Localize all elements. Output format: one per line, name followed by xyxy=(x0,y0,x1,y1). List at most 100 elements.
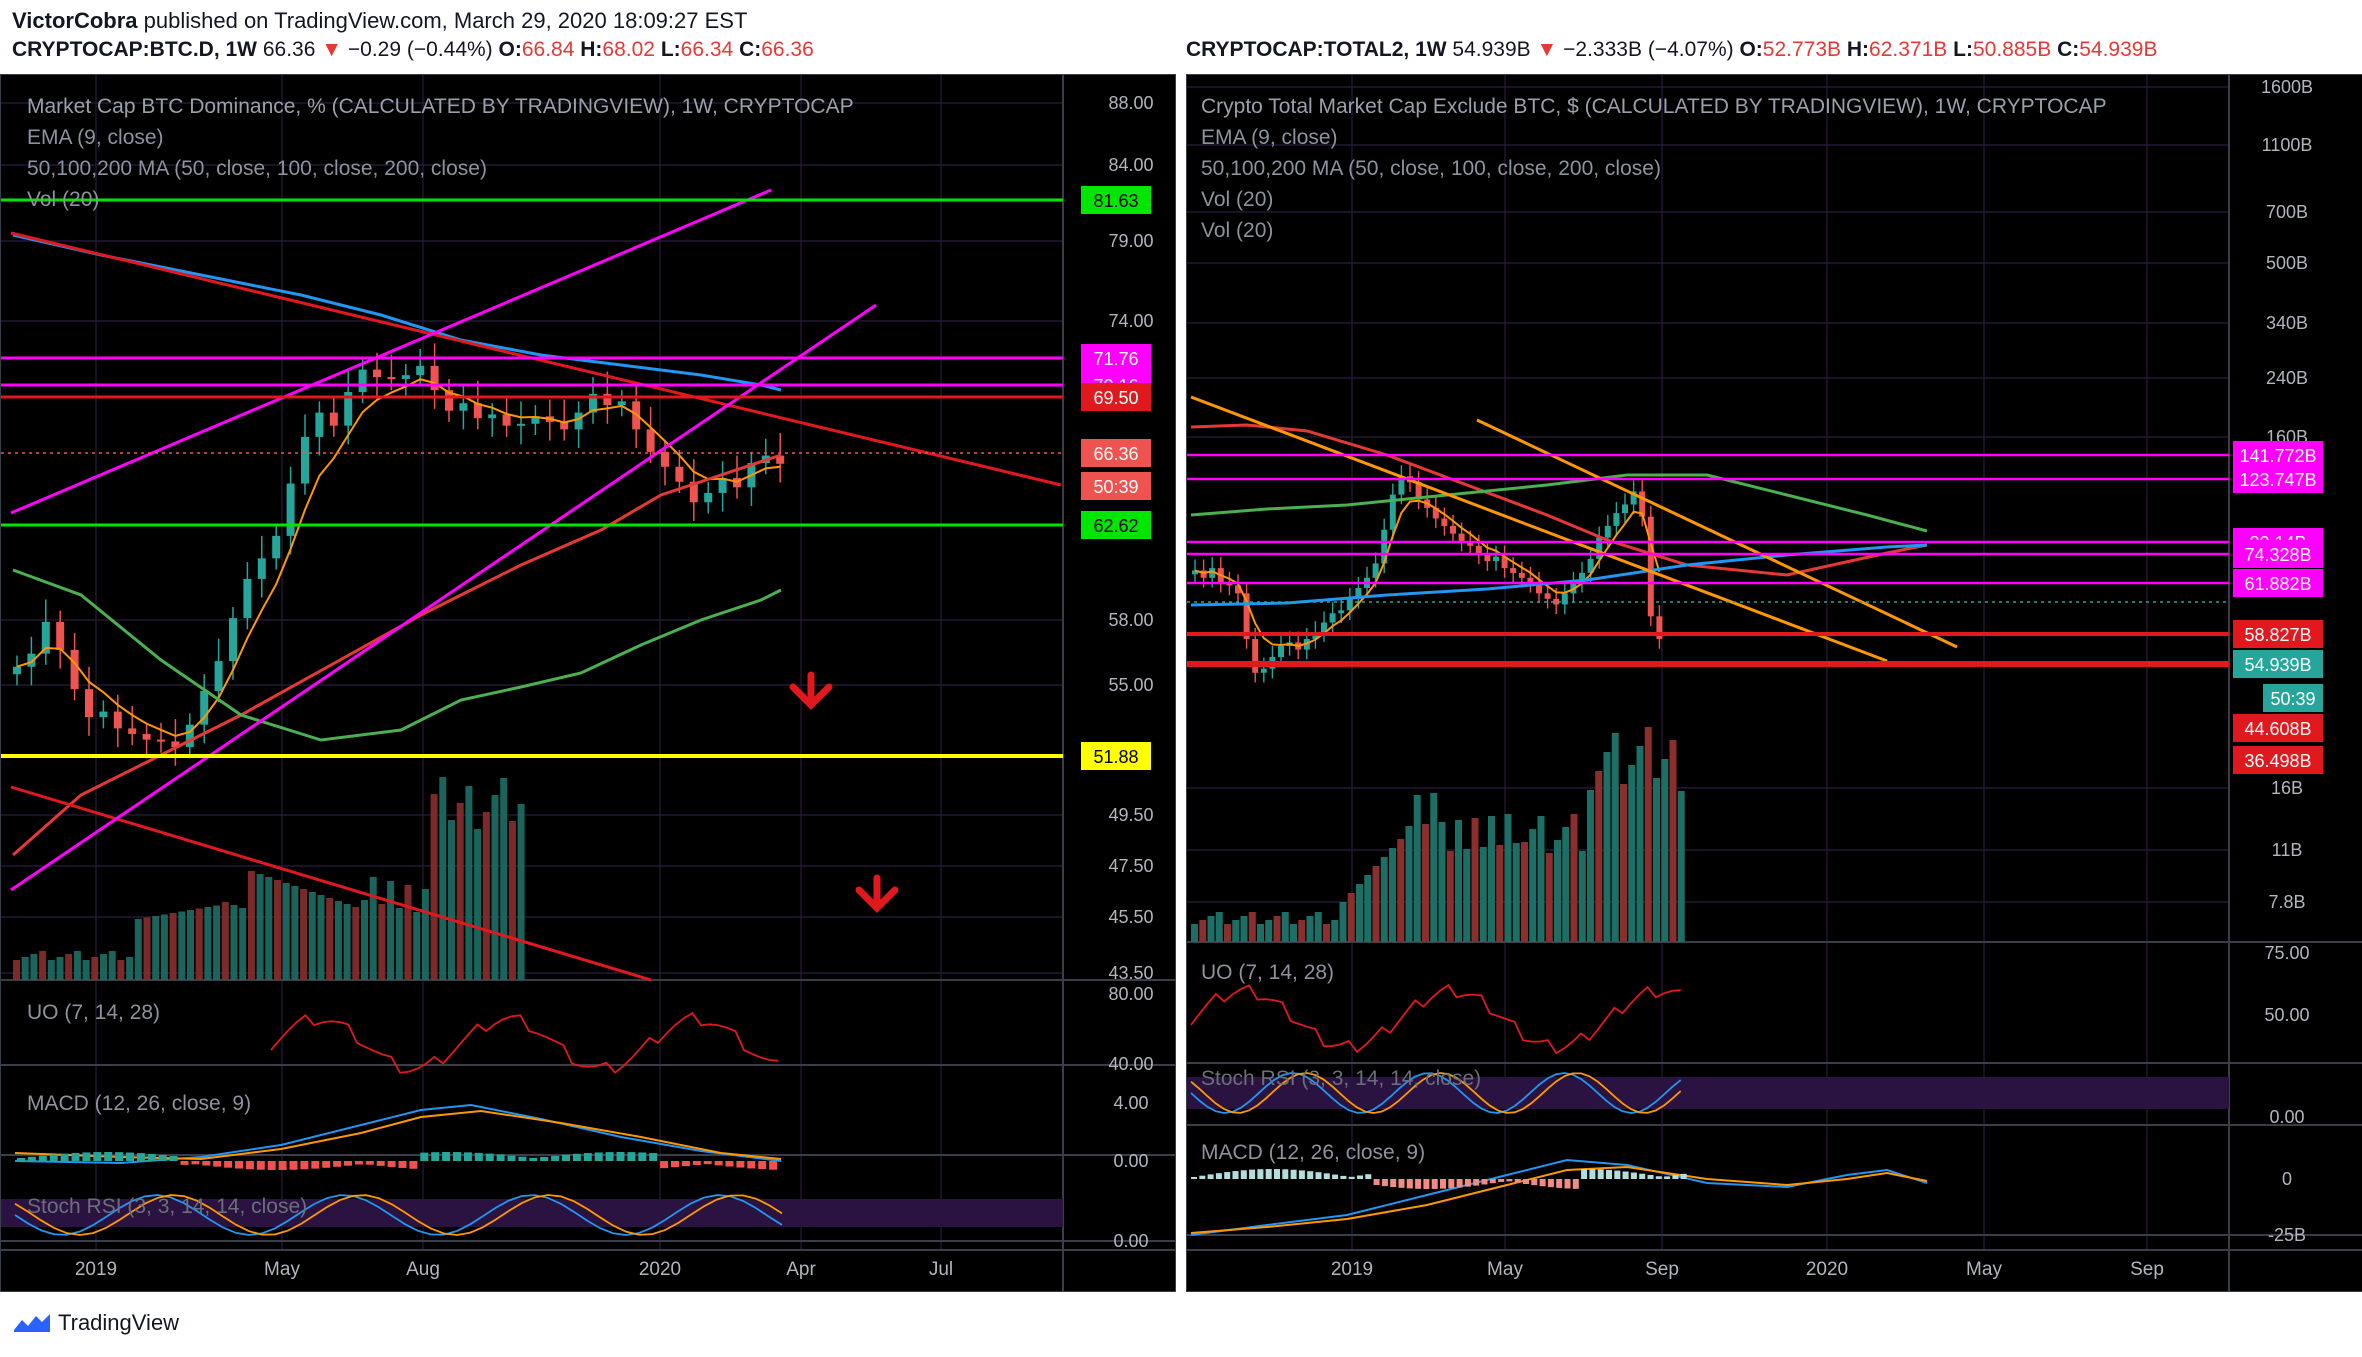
y-tick-label: 700B xyxy=(2266,202,2308,222)
x-tick-label: Aug xyxy=(406,1259,440,1280)
volume-bar xyxy=(1207,916,1215,942)
candle-body xyxy=(718,477,727,493)
candle-body xyxy=(1200,570,1207,578)
footer-brand[interactable]: TradingView xyxy=(12,1310,179,1336)
price-level-tag: 58.827B xyxy=(2244,625,2311,645)
close-value: 66.36 xyxy=(761,38,814,61)
macd-hist-bar xyxy=(147,1153,156,1161)
price-level-tag-bg xyxy=(2233,540,2323,568)
right-legend-ma: 50,100,200 MA (50, close, 100, close, 20… xyxy=(1201,157,1661,180)
candle-body xyxy=(1510,568,1517,573)
right-chart-panel[interactable]: 1600B 1100B 700B 500B 340B 240B 160B 16B 11B 7.8B… xyxy=(1186,74,2362,1292)
macd-hist-bar xyxy=(1622,1171,1629,1179)
x-tick-label: May xyxy=(1487,1259,1523,1280)
price-level-tag: 123.747B xyxy=(2239,470,2316,490)
volume-bar xyxy=(1257,924,1264,942)
volume-bar xyxy=(152,916,160,980)
macd-hist-bar xyxy=(126,1152,134,1161)
candle-body xyxy=(1372,563,1379,578)
volume-bar xyxy=(47,960,55,980)
candle-body xyxy=(502,414,511,426)
price-level-tag: 74.328B xyxy=(2244,545,2311,565)
candle-body xyxy=(142,733,151,740)
volume-bar xyxy=(1504,814,1512,942)
candle-body xyxy=(1329,613,1336,623)
candle-body xyxy=(171,741,180,748)
price-level-tag-bg xyxy=(2233,569,2323,597)
left-chart-panel[interactable]: 88.00 84.00 79.00 74.00 58.00 55.00 49.50 47.50… xyxy=(0,74,1176,1292)
candle-body xyxy=(1656,616,1663,639)
left-symbol[interactable]: CRYPTOCAP:BTC.D, 1W xyxy=(12,38,258,61)
candle-body xyxy=(776,455,785,464)
high-value: 62.371B xyxy=(1869,38,1948,61)
macd-hist-bar xyxy=(1423,1179,1430,1189)
volume-bar xyxy=(1347,893,1355,942)
macd-hist-bar xyxy=(725,1161,734,1167)
right-legend-title: Crypto Total Market Cap Exclude BTC, $ (… xyxy=(1201,95,2107,118)
volume-bar xyxy=(456,803,464,980)
candle-body xyxy=(27,653,36,667)
publisher-name[interactable]: VictorCobra xyxy=(12,8,138,33)
volume-bar xyxy=(421,889,429,980)
volume-bar xyxy=(1397,839,1405,942)
macd-hist-bar xyxy=(398,1161,407,1168)
candle-body xyxy=(70,649,79,690)
macd-hist-bar xyxy=(1282,1169,1289,1179)
macd-hist-bar xyxy=(191,1161,200,1165)
volume-bar xyxy=(195,908,203,980)
uo-line xyxy=(1190,983,1681,1055)
macd-hist-bar xyxy=(1290,1169,1297,1179)
countdown-tag: 50:39 xyxy=(1093,477,1138,497)
right-symbol[interactable]: CRYPTOCAP:TOTAL2, 1W xyxy=(1186,38,1447,61)
right-stoch-label: Stoch RSI (3, 3, 14, 14, close) xyxy=(1201,1067,1482,1090)
macd-hist-bar xyxy=(1274,1169,1280,1179)
volume-bar xyxy=(56,957,64,980)
volume-bar xyxy=(213,905,221,980)
candle-body xyxy=(157,739,165,742)
volume-bar xyxy=(117,960,125,980)
macd-hist-bar xyxy=(1207,1174,1214,1179)
macd-hist-bar xyxy=(1655,1176,1662,1179)
volume-bar xyxy=(100,954,107,980)
macd-hist-bar xyxy=(769,1161,778,1170)
price-level-tag-bg xyxy=(1081,742,1151,770)
low-value: 50.885B xyxy=(1972,38,2052,61)
y-tick-label: 55.00 xyxy=(1108,675,1153,695)
left-chart-canvas[interactable]: 88.00 84.00 79.00 74.00 58.00 55.00 49.50 47.50… xyxy=(1,75,1175,1291)
macd-hist-bar xyxy=(1315,1172,1322,1179)
volume-bar xyxy=(395,908,403,980)
candle-body xyxy=(1475,545,1482,555)
volume-bar xyxy=(361,900,368,980)
volume-bar xyxy=(1455,820,1462,942)
volume-bar xyxy=(1372,866,1380,942)
volume-bar xyxy=(1356,884,1363,942)
macd-hist-bar xyxy=(627,1152,636,1161)
candle-body xyxy=(41,621,50,654)
candle-body xyxy=(1544,593,1551,599)
y-tick-label: 0.00 xyxy=(2269,1107,2304,1127)
macd-hist-bar xyxy=(136,1153,145,1161)
candle-body xyxy=(243,578,252,619)
tradingview-logo-icon xyxy=(14,1314,50,1332)
price-level-tag-bg xyxy=(2233,441,2323,469)
macd-hist-bar xyxy=(235,1161,243,1169)
macd-hist-bar xyxy=(529,1157,538,1161)
macd-hist-bar xyxy=(104,1152,113,1161)
volume-bar xyxy=(1562,827,1570,942)
volume-bar xyxy=(1479,847,1487,942)
macd-hist-bar xyxy=(616,1152,625,1161)
volume-bar xyxy=(491,795,499,980)
volume-bar xyxy=(1620,784,1627,942)
macd-hist-bar xyxy=(354,1161,363,1165)
macd-hist-bar xyxy=(1307,1171,1314,1179)
candle-body xyxy=(1209,568,1216,578)
volume-bar xyxy=(1669,740,1677,942)
volume-bar xyxy=(1364,875,1372,942)
macd-hist-bar xyxy=(1257,1169,1264,1179)
volume-bar xyxy=(108,951,116,980)
right-chart-canvas[interactable]: 1600B1100B700B500B340B240B160B16B11B7.8B… xyxy=(1187,75,2362,1291)
volume-bar xyxy=(265,877,273,980)
macd-hist-bar xyxy=(1614,1170,1621,1179)
y-tick-label: 0.00 xyxy=(1113,1231,1148,1251)
candle-body xyxy=(1260,668,1267,673)
